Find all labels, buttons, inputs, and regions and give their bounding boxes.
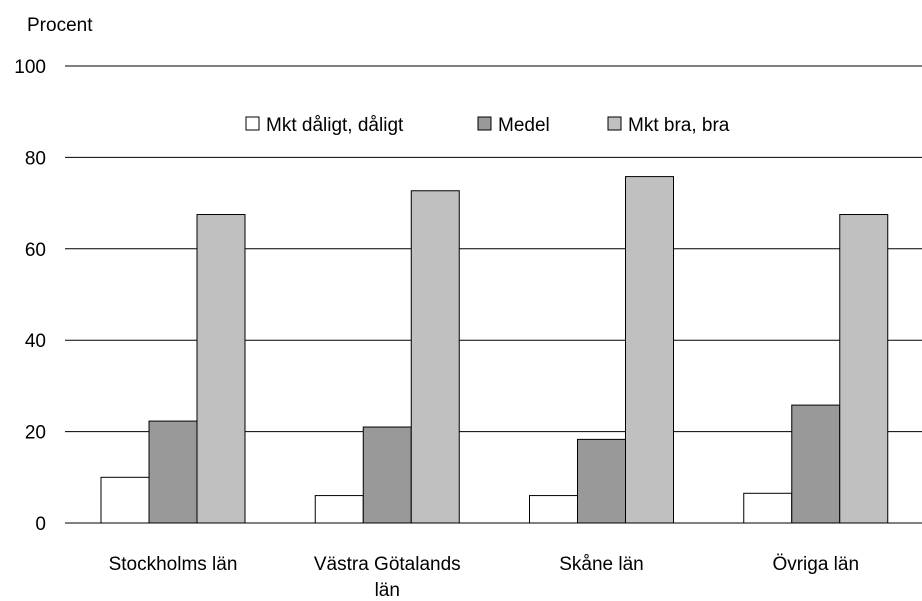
bar bbox=[577, 438, 626, 524]
category-labels: Stockholms län Västra Götalands län Skåne l… bbox=[109, 554, 859, 601]
y-tick-label: 100 bbox=[14, 57, 46, 78]
legend-swatch bbox=[477, 116, 492, 131]
bar bbox=[196, 214, 246, 524]
legend-label: Medel bbox=[498, 115, 550, 136]
legend-swatch bbox=[607, 116, 622, 131]
category-label: Stockholms län bbox=[109, 554, 238, 575]
bars bbox=[100, 176, 889, 524]
bar bbox=[743, 492, 793, 524]
category-label: Västra Götalands län bbox=[314, 554, 461, 601]
legend-swatch bbox=[245, 116, 260, 131]
y-tick-label: 80 bbox=[25, 148, 46, 169]
bar bbox=[529, 495, 578, 524]
bar bbox=[100, 476, 150, 524]
bar bbox=[791, 404, 841, 524]
legend-label: Mkt dåligt, dåligt bbox=[266, 115, 404, 136]
y-tick-label: 60 bbox=[25, 240, 46, 261]
y-axis-ticks: 0 20 40 60 80 100 bbox=[14, 57, 46, 535]
bar bbox=[148, 420, 198, 524]
legend-label: Mkt bra, bra bbox=[628, 115, 730, 136]
bar bbox=[839, 214, 889, 524]
y-tick-label: 0 bbox=[35, 514, 46, 535]
legend: Mkt dåligt, dåligt Medel Mkt bra, bra bbox=[245, 115, 730, 136]
category-label: Skåne län bbox=[559, 554, 644, 575]
category-label: Övriga län bbox=[772, 554, 859, 575]
bar bbox=[410, 190, 460, 524]
y-tick-label: 40 bbox=[25, 331, 46, 352]
y-tick-label: 20 bbox=[25, 423, 46, 444]
bar bbox=[625, 176, 674, 524]
y-axis-label: Procent bbox=[27, 15, 93, 36]
bar bbox=[314, 495, 364, 524]
bar bbox=[362, 426, 412, 524]
